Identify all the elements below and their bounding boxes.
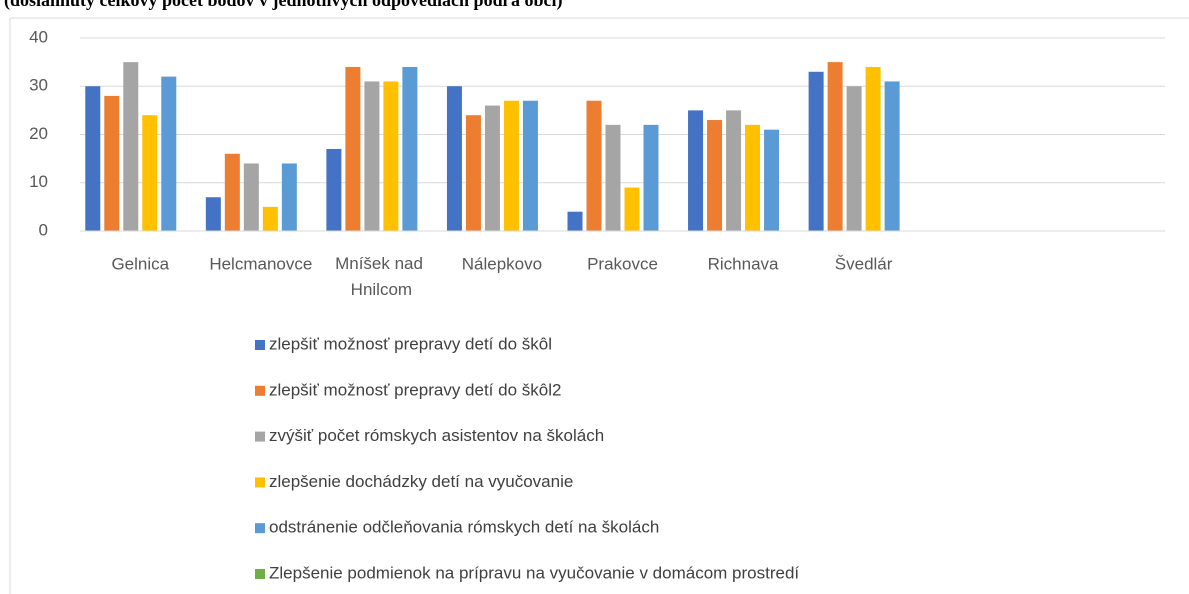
bar [624, 187, 640, 231]
bar [567, 211, 583, 231]
y-tick-label: 10 [29, 172, 48, 191]
bar [808, 71, 824, 232]
x-tick-label: Mníšek nad Hnilcom [335, 254, 428, 299]
bar [243, 163, 259, 231]
legend-swatch [255, 569, 265, 579]
x-tick-label: Helcmanovce [209, 254, 312, 273]
bar [345, 66, 361, 231]
chart-title: (dosiahnutý celkový počet bodov v jednot… [4, 0, 563, 11]
bar [104, 95, 120, 232]
bar [262, 206, 278, 231]
bar [446, 86, 462, 231]
x-tick-label: Richnava [708, 254, 779, 273]
bar [205, 197, 221, 231]
bar [402, 66, 418, 231]
bar [707, 120, 723, 231]
bar [726, 110, 742, 231]
y-tick-label: 20 [29, 124, 48, 143]
bar [326, 148, 342, 231]
bar [383, 81, 399, 231]
legend-swatch [255, 340, 265, 350]
legend-label: zlepšenie dochádzky detí na vyučovanie [269, 472, 573, 491]
bar [85, 86, 101, 231]
bar [522, 100, 538, 231]
legend-swatch [255, 431, 265, 442]
legend-label: Zlepšenie podmienok na prípravu na vyučo… [269, 563, 799, 582]
bar [865, 66, 881, 231]
bar [745, 124, 761, 231]
bar [846, 86, 862, 231]
legend-label: odstránenie odčleňovania rómskych detí n… [269, 518, 659, 537]
x-tick-label: Nálepkovo [462, 254, 542, 273]
bar [123, 62, 139, 231]
bar [884, 81, 900, 231]
bar [161, 76, 177, 231]
bar [465, 115, 481, 231]
legend-swatch [255, 385, 265, 396]
bar [688, 110, 704, 231]
y-tick-label: 40 [29, 27, 48, 46]
legend-label: zlepšiť možnosť prepravy detí do škôl2 [269, 380, 561, 399]
x-tick-label: Prakovce [587, 254, 658, 273]
bar [764, 129, 780, 231]
bar [484, 105, 500, 231]
bar [142, 115, 158, 231]
legend-swatch [255, 477, 265, 488]
bar [364, 81, 380, 231]
bar [586, 100, 602, 231]
bar [224, 153, 240, 231]
bar [643, 124, 659, 231]
bar [827, 62, 843, 231]
legend: zlepšiť možnosť prepravy detí do škôl zle… [255, 334, 799, 582]
x-tick-label: Gelnica [111, 254, 169, 273]
y-tick-label: 0 [39, 220, 48, 239]
y-tick-label: 30 [29, 76, 48, 95]
bar [605, 124, 621, 231]
legend-label: zlepšiť možnosť prepravy detí do škôl [269, 334, 552, 353]
bar [503, 100, 519, 231]
x-tick-label: Švedlár [835, 254, 893, 273]
legend-swatch [255, 523, 265, 534]
bar [281, 163, 297, 231]
legend-label: zvýšiť počet rómskych asistentov na škol… [269, 426, 604, 445]
